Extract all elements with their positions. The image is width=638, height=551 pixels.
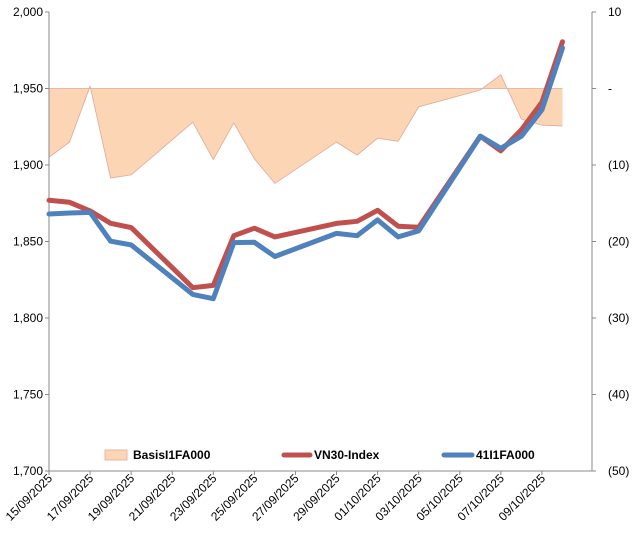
y-left-tick-label: 1,900 <box>13 158 43 172</box>
y-right-tick-label: - <box>608 82 612 96</box>
legend: BasisI1FA000 VN30-Index 41I1FA000 <box>104 448 535 462</box>
legend-label-vn30: VN30-Index <box>314 448 380 462</box>
y-left-tick-label: 1,700 <box>13 464 43 478</box>
line-41i1fa000 <box>46 45 565 302</box>
area-basis-edge <box>48 74 563 184</box>
y-right-tick-label: 10 <box>608 5 622 19</box>
axes-layer <box>45 11 596 475</box>
tick-labels-layer: 1,700 1,750 1,800 1,850 1,900 1,950 2,000 (50) (… <box>3 5 630 524</box>
y-right-tick-label: (20) <box>608 235 629 249</box>
legend-label-basis: BasisI1FA000 <box>133 448 211 462</box>
legend-swatch-basis <box>104 449 128 461</box>
y-right-tick-label: (30) <box>608 311 629 325</box>
y-right-tick-label: (40) <box>608 388 629 402</box>
y-left-tick-label: 1,800 <box>13 311 43 325</box>
legend-label-41i1fa000: 41I1FA000 <box>476 448 535 462</box>
y-right-tick-label: (50) <box>608 464 629 478</box>
y-right-tick-label: (10) <box>608 158 629 172</box>
y-left-tick-label: 2,000 <box>13 5 43 19</box>
area-basis <box>49 74 563 184</box>
y-left-tick-label: 1,850 <box>13 235 43 249</box>
area-series-layer <box>48 74 563 184</box>
y-left-tick-label: 1,750 <box>13 388 43 402</box>
y-left-tick-label: 1,950 <box>13 82 43 96</box>
line-series-layer <box>46 39 565 302</box>
